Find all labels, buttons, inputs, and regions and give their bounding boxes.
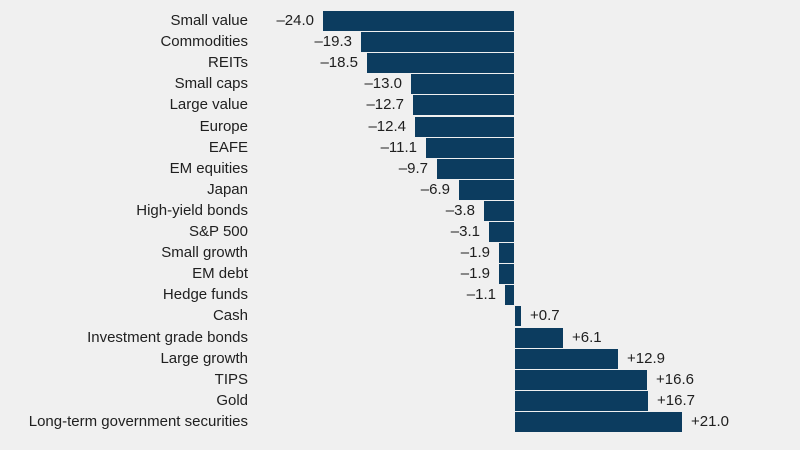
category-label: Small value: [170, 12, 248, 29]
category-label: Cash: [212, 307, 248, 324]
value-label: +6.1: [572, 329, 602, 346]
value-label: –3.8: [445, 202, 475, 219]
bar: [499, 264, 514, 284]
value-label: –12.7: [366, 96, 404, 113]
bar: [515, 306, 521, 326]
bar: [499, 243, 514, 263]
value-label: –3.1: [450, 223, 480, 240]
bar: [515, 412, 682, 432]
category-label: Investment grade bonds: [87, 329, 248, 346]
bar: [437, 159, 514, 179]
category-label: Japan: [207, 181, 248, 198]
category-label: S&P 500: [189, 223, 248, 240]
category-label: REITs: [207, 54, 248, 71]
bar: [489, 222, 514, 242]
bar: [515, 328, 563, 348]
bar: [515, 370, 647, 390]
bar: [515, 391, 648, 411]
value-label: –19.3: [314, 33, 352, 50]
bar: [484, 201, 514, 221]
category-label: Hedge funds: [162, 286, 248, 303]
bar: [361, 32, 514, 52]
category-label: Large growth: [160, 350, 248, 367]
value-label: –18.5: [320, 54, 358, 71]
category-label: Europe: [199, 118, 248, 135]
bar: [413, 95, 514, 115]
value-label: +21.0: [691, 413, 729, 430]
bar: [459, 180, 514, 200]
value-label: +12.9: [627, 350, 665, 367]
value-label: –1.9: [460, 265, 490, 282]
category-label: Gold: [216, 392, 248, 409]
category-label: High-yield bonds: [136, 202, 248, 219]
bar: [367, 53, 514, 73]
bar: [411, 74, 514, 94]
bar: [323, 11, 514, 31]
category-label: Small growth: [161, 244, 248, 261]
category-label: TIPS: [214, 371, 248, 388]
value-label: –12.4: [368, 118, 406, 135]
bar: [505, 285, 514, 305]
category-label: Commodities: [160, 33, 248, 50]
value-label: –1.9: [460, 244, 490, 261]
category-label: Large value: [169, 96, 248, 113]
value-label: +0.7: [530, 307, 560, 324]
value-label: –13.0: [364, 75, 402, 92]
category-label: Small caps: [174, 75, 248, 92]
category-label: EM debt: [192, 265, 248, 282]
value-label: –11.1: [380, 139, 417, 156]
bar: [515, 349, 618, 369]
value-label: –6.9: [420, 181, 450, 198]
value-label: +16.6: [656, 371, 694, 388]
value-label: –1.1: [466, 286, 496, 303]
value-label: –9.7: [398, 160, 428, 177]
value-label: +16.7: [657, 392, 695, 409]
category-label: EM equities: [169, 160, 248, 177]
category-label: Long-term government securities: [28, 413, 248, 430]
bar: [415, 117, 514, 137]
bar: [426, 138, 514, 158]
category-label: EAFE: [208, 139, 248, 156]
value-label: –24.0: [276, 12, 314, 29]
